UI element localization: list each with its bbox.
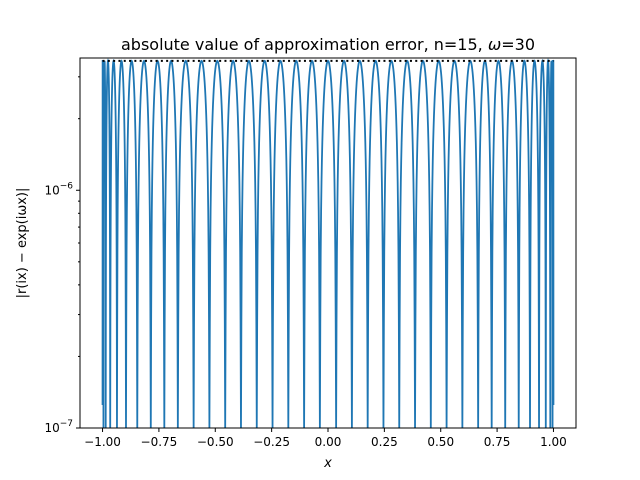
x-tick-label: 1.00 xyxy=(540,435,567,449)
x-tick-label: 0.25 xyxy=(371,435,398,449)
y-axis-label: |r(ix) − exp(iωx)| xyxy=(15,188,30,299)
series-group xyxy=(101,58,555,429)
x-tick-label: 0.00 xyxy=(315,435,342,449)
x-tick-label: −0.50 xyxy=(197,435,234,449)
x-tick-label: 0.50 xyxy=(427,435,454,449)
x-axis-label: x xyxy=(323,456,332,471)
error-curve xyxy=(101,58,555,429)
x-tick-label: −0.75 xyxy=(141,435,178,449)
chart-title: absolute value of approximation error, n… xyxy=(121,35,535,54)
x-axis: −1.00 −0.75 −0.50 −0.25 0.00 0.25 0.50 0.75 1.00 xyxy=(84,428,567,449)
x-tick-label: −1.00 xyxy=(84,435,121,449)
x-tick-label: 0.75 xyxy=(484,435,511,449)
y-tick-label: 10−6 xyxy=(44,181,73,197)
y-axis: 10−7 10−6 xyxy=(44,76,80,435)
x-tick-label: −0.25 xyxy=(253,435,290,449)
y-tick-label: 10−7 xyxy=(44,419,73,435)
